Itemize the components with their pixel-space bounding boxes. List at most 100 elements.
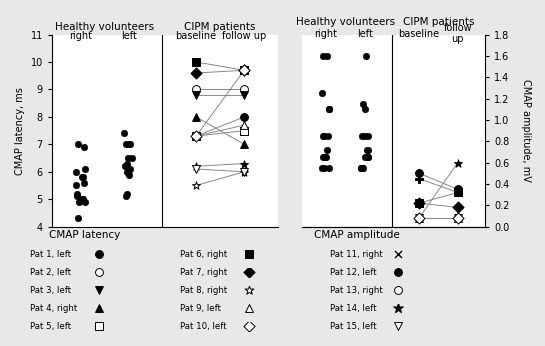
Point <box>357 165 366 171</box>
Point <box>325 107 334 112</box>
Point <box>192 87 201 92</box>
Point <box>192 133 201 139</box>
Point <box>453 190 462 195</box>
Point <box>240 142 249 147</box>
Text: left: left <box>121 31 137 42</box>
Text: Pat 11, right: Pat 11, right <box>330 250 383 259</box>
Point <box>78 197 87 202</box>
Point <box>240 122 249 128</box>
Point <box>73 191 82 197</box>
Point <box>453 205 462 210</box>
Point <box>125 172 134 177</box>
Point <box>80 144 88 150</box>
Y-axis label: CMAP latency, ms: CMAP latency, ms <box>15 87 25 174</box>
Point <box>77 174 86 180</box>
Point <box>415 215 423 221</box>
Point <box>81 166 89 172</box>
Text: CMAP latency: CMAP latency <box>49 230 120 240</box>
Point <box>322 53 331 59</box>
Text: follow
up: follow up <box>444 24 472 44</box>
Point <box>125 166 134 172</box>
Point <box>94 306 103 311</box>
Point <box>125 142 134 147</box>
Point <box>453 215 462 221</box>
Point <box>318 155 327 160</box>
Point <box>72 169 81 174</box>
Point <box>192 114 201 120</box>
Point <box>322 155 330 160</box>
Text: CIPM patients: CIPM patients <box>403 17 474 27</box>
Point <box>394 270 403 275</box>
Text: Pat 15, left: Pat 15, left <box>330 322 377 331</box>
Point <box>240 169 249 174</box>
Point <box>123 169 131 174</box>
Point <box>318 165 326 171</box>
Point <box>73 194 82 199</box>
Point <box>394 252 403 257</box>
Point <box>453 215 462 221</box>
Point <box>361 155 370 160</box>
Point <box>415 200 423 206</box>
Point <box>415 215 423 221</box>
Point <box>362 147 371 153</box>
Point <box>318 91 327 96</box>
Point <box>192 133 201 139</box>
Text: baseline: baseline <box>398 29 440 39</box>
Text: Pat 3, left: Pat 3, left <box>30 286 71 295</box>
Point <box>94 288 103 293</box>
Point <box>192 92 201 98</box>
Text: Pat 1, left: Pat 1, left <box>30 250 71 259</box>
Point <box>415 176 423 181</box>
Point <box>359 165 368 171</box>
Point <box>192 133 201 139</box>
Point <box>364 147 372 153</box>
Point <box>358 165 367 171</box>
Point <box>364 155 372 160</box>
Text: Healthy volunteers: Healthy volunteers <box>295 17 395 27</box>
Point <box>192 133 201 139</box>
Text: Pat 9, left: Pat 9, left <box>180 304 221 313</box>
Point <box>192 164 201 169</box>
Point <box>415 200 423 206</box>
Point <box>320 133 329 139</box>
Point <box>244 270 253 275</box>
Text: Pat 13, right: Pat 13, right <box>330 286 383 295</box>
Point <box>361 53 370 59</box>
Point <box>323 147 331 153</box>
Point <box>453 160 462 165</box>
Point <box>453 215 462 221</box>
Point <box>318 133 327 139</box>
Point <box>81 199 89 205</box>
Text: baseline: baseline <box>175 31 217 42</box>
Point <box>415 171 423 176</box>
Point <box>319 53 328 59</box>
Point <box>364 133 373 139</box>
Point <box>192 166 201 172</box>
Text: Pat 10, left: Pat 10, left <box>180 322 227 331</box>
Point <box>357 165 366 171</box>
Point <box>358 133 367 139</box>
Text: Pat 12, left: Pat 12, left <box>330 268 377 277</box>
Point <box>125 142 134 147</box>
Point <box>73 216 82 221</box>
Point <box>394 324 403 329</box>
Point <box>244 306 253 311</box>
Point <box>122 194 130 199</box>
Text: Healthy volunteers: Healthy volunteers <box>55 22 154 32</box>
Point <box>453 215 462 221</box>
Point <box>394 288 403 293</box>
Point <box>240 114 249 120</box>
Point <box>240 67 249 73</box>
Point <box>244 324 253 329</box>
Text: Pat 7, right: Pat 7, right <box>180 268 227 277</box>
Point <box>453 186 462 192</box>
Point <box>74 142 82 147</box>
Text: right: right <box>314 29 337 39</box>
Point <box>415 215 423 221</box>
Point <box>124 169 132 174</box>
Point <box>415 215 423 221</box>
Point <box>319 165 328 171</box>
Point <box>192 59 201 65</box>
Point <box>240 92 249 98</box>
Point <box>192 70 201 76</box>
